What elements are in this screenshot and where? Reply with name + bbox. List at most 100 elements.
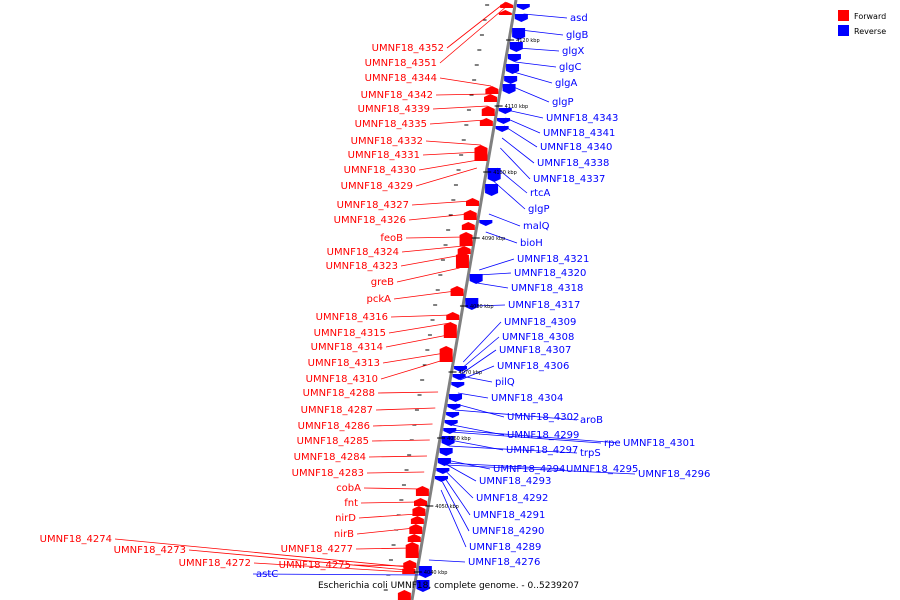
reverse-gene-label[interactable]: malQ: [523, 221, 550, 232]
reverse-feature[interactable]: [454, 366, 468, 372]
forward-gene-label[interactable]: UMNF18_4331: [348, 150, 420, 161]
forward-gene-label[interactable]: UMNF18_4310: [306, 374, 378, 385]
reverse-gene-label[interactable]: glgX: [562, 46, 584, 57]
reverse-gene-label[interactable]: trpS: [580, 448, 601, 459]
reverse-gene-label[interactable]: UMNF18_4309: [504, 317, 576, 328]
reverse-feature[interactable]: [502, 84, 516, 94]
forward-gene-label[interactable]: UMNF18_4313: [308, 358, 380, 369]
reverse-gene-label[interactable]: UMNF18_4320: [514, 268, 586, 279]
reverse-gene-label[interactable]: UMNF18_4321: [517, 254, 589, 265]
forward-feature[interactable]: [481, 106, 495, 116]
reverse-feature[interactable]: [504, 76, 518, 84]
forward-gene-label[interactable]: UMNF18_4273: [114, 545, 186, 556]
forward-gene-label[interactable]: UMNF18_4314: [311, 342, 383, 353]
forward-gene-label[interactable]: UMNF18_4315: [314, 328, 386, 339]
reverse-feature[interactable]: [507, 54, 521, 62]
forward-gene-label[interactable]: UMNF18_4342: [361, 90, 433, 101]
reverse-gene-label[interactable]: rtcA: [530, 188, 551, 199]
forward-feature[interactable]: [463, 210, 477, 220]
reverse-feature[interactable]: [465, 298, 479, 310]
reverse-gene-label[interactable]: UMNF18_4301: [623, 438, 695, 449]
reverse-gene-label[interactable]: rpe: [604, 438, 621, 449]
reverse-gene-label[interactable]: UMNF18_4341: [543, 128, 615, 139]
forward-feature[interactable]: [446, 312, 460, 320]
forward-feature[interactable]: [397, 590, 411, 600]
forward-gene-label[interactable]: UMNF18_4275: [279, 560, 351, 571]
reverse-feature[interactable]: [506, 64, 520, 74]
forward-feature[interactable]: [485, 86, 499, 94]
reverse-gene-label[interactable]: glgP: [528, 204, 550, 215]
forward-gene-label[interactable]: UMNF18_4287: [301, 405, 373, 416]
forward-feature[interactable]: [407, 534, 421, 542]
reverse-gene-label[interactable]: UMNF18_4297: [506, 445, 578, 456]
forward-gene-label[interactable]: UMNF18_4327: [337, 200, 409, 211]
reverse-feature[interactable]: [512, 28, 526, 40]
forward-gene-label[interactable]: UMNF18_4283: [292, 468, 364, 479]
forward-gene-label[interactable]: UMNF18_4335: [355, 119, 427, 130]
reverse-feature[interactable]: [434, 476, 448, 482]
reverse-feature[interactable]: [495, 126, 509, 132]
reverse-feature[interactable]: [509, 42, 523, 52]
forward-gene-label[interactable]: UMNF18_4332: [351, 136, 423, 147]
reverse-feature[interactable]: [439, 448, 453, 456]
reverse-gene-label[interactable]: UMNF18_4308: [502, 332, 574, 343]
reverse-gene-label[interactable]: UMNF18_4343: [546, 113, 618, 124]
forward-feature[interactable]: [459, 232, 473, 246]
reverse-gene-label[interactable]: asd: [570, 13, 588, 24]
reverse-gene-label[interactable]: UMNF18_4276: [468, 557, 540, 568]
forward-gene-label[interactable]: UMNF18_4316: [316, 312, 388, 323]
reverse-feature[interactable]: [485, 184, 499, 196]
forward-gene-label[interactable]: UMNF18_4329: [341, 181, 413, 192]
reverse-gene-label[interactable]: UMNF18_4306: [497, 361, 569, 372]
forward-gene-label[interactable]: UMNF18_4326: [334, 215, 406, 226]
reverse-gene-label[interactable]: bioH: [520, 238, 543, 249]
forward-feature[interactable]: [498, 10, 512, 15]
reverse-gene-label[interactable]: UMNF18_4290: [472, 526, 544, 537]
reverse-feature[interactable]: [452, 374, 466, 380]
forward-gene-label[interactable]: UMNF18_4274: [40, 534, 112, 545]
forward-gene-label[interactable]: fnt: [344, 498, 358, 509]
forward-gene-label[interactable]: UMNF18_4284: [294, 452, 366, 463]
reverse-gene-label[interactable]: astC: [256, 569, 278, 580]
reverse-gene-label[interactable]: UMNF18_4340: [540, 142, 612, 153]
forward-feature[interactable]: [409, 524, 423, 534]
forward-gene-label[interactable]: nirB: [334, 529, 354, 540]
forward-gene-label[interactable]: UMNF18_4286: [298, 421, 370, 432]
reverse-gene-label[interactable]: UMNF18_4338: [537, 158, 609, 169]
forward-gene-label[interactable]: nirD: [335, 513, 356, 524]
forward-gene-label[interactable]: UMNF18_4272: [179, 558, 251, 569]
forward-gene-label[interactable]: UMNF18_4277: [281, 544, 353, 555]
reverse-gene-label[interactable]: glgA: [555, 78, 577, 89]
reverse-gene-label[interactable]: aroB: [580, 415, 603, 426]
forward-feature[interactable]: [461, 222, 475, 230]
reverse-gene-label[interactable]: UMNF18_4293: [479, 476, 551, 487]
forward-feature[interactable]: [465, 198, 479, 206]
reverse-gene-label[interactable]: UMNF18_4337: [533, 174, 605, 185]
forward-feature[interactable]: [474, 145, 488, 161]
reverse-feature[interactable]: [516, 4, 530, 10]
forward-feature[interactable]: [484, 94, 498, 102]
reverse-gene-label[interactable]: UMNF18_4317: [508, 300, 580, 311]
reverse-gene-label[interactable]: UMNF18_4294: [493, 464, 565, 475]
forward-gene-label[interactable]: UMNF18_4351: [365, 58, 437, 69]
forward-feature[interactable]: [412, 506, 426, 516]
forward-feature[interactable]: [439, 346, 453, 362]
reverse-gene-label[interactable]: glgP: [552, 97, 574, 108]
reverse-gene-label[interactable]: UMNF18_4292: [476, 493, 548, 504]
forward-gene-label[interactable]: UMNF18_4324: [327, 247, 399, 258]
reverse-feature[interactable]: [443, 428, 457, 434]
forward-gene-label[interactable]: greB: [371, 277, 394, 288]
forward-gene-label[interactable]: feoB: [380, 233, 403, 244]
forward-feature[interactable]: [450, 286, 464, 296]
reverse-feature[interactable]: [451, 382, 465, 388]
reverse-feature[interactable]: [446, 412, 460, 418]
reverse-feature[interactable]: [447, 404, 461, 410]
reverse-feature[interactable]: [469, 274, 483, 284]
reverse-gene-label[interactable]: UMNF18_4299: [507, 430, 579, 441]
reverse-gene-label[interactable]: UMNF18_4307: [499, 345, 571, 356]
forward-gene-label[interactable]: UMNF18_4352: [372, 43, 444, 54]
forward-gene-label[interactable]: UMNF18_4285: [297, 436, 369, 447]
forward-feature[interactable]: [479, 118, 493, 126]
reverse-feature[interactable]: [497, 118, 511, 124]
reverse-feature[interactable]: [449, 394, 463, 402]
